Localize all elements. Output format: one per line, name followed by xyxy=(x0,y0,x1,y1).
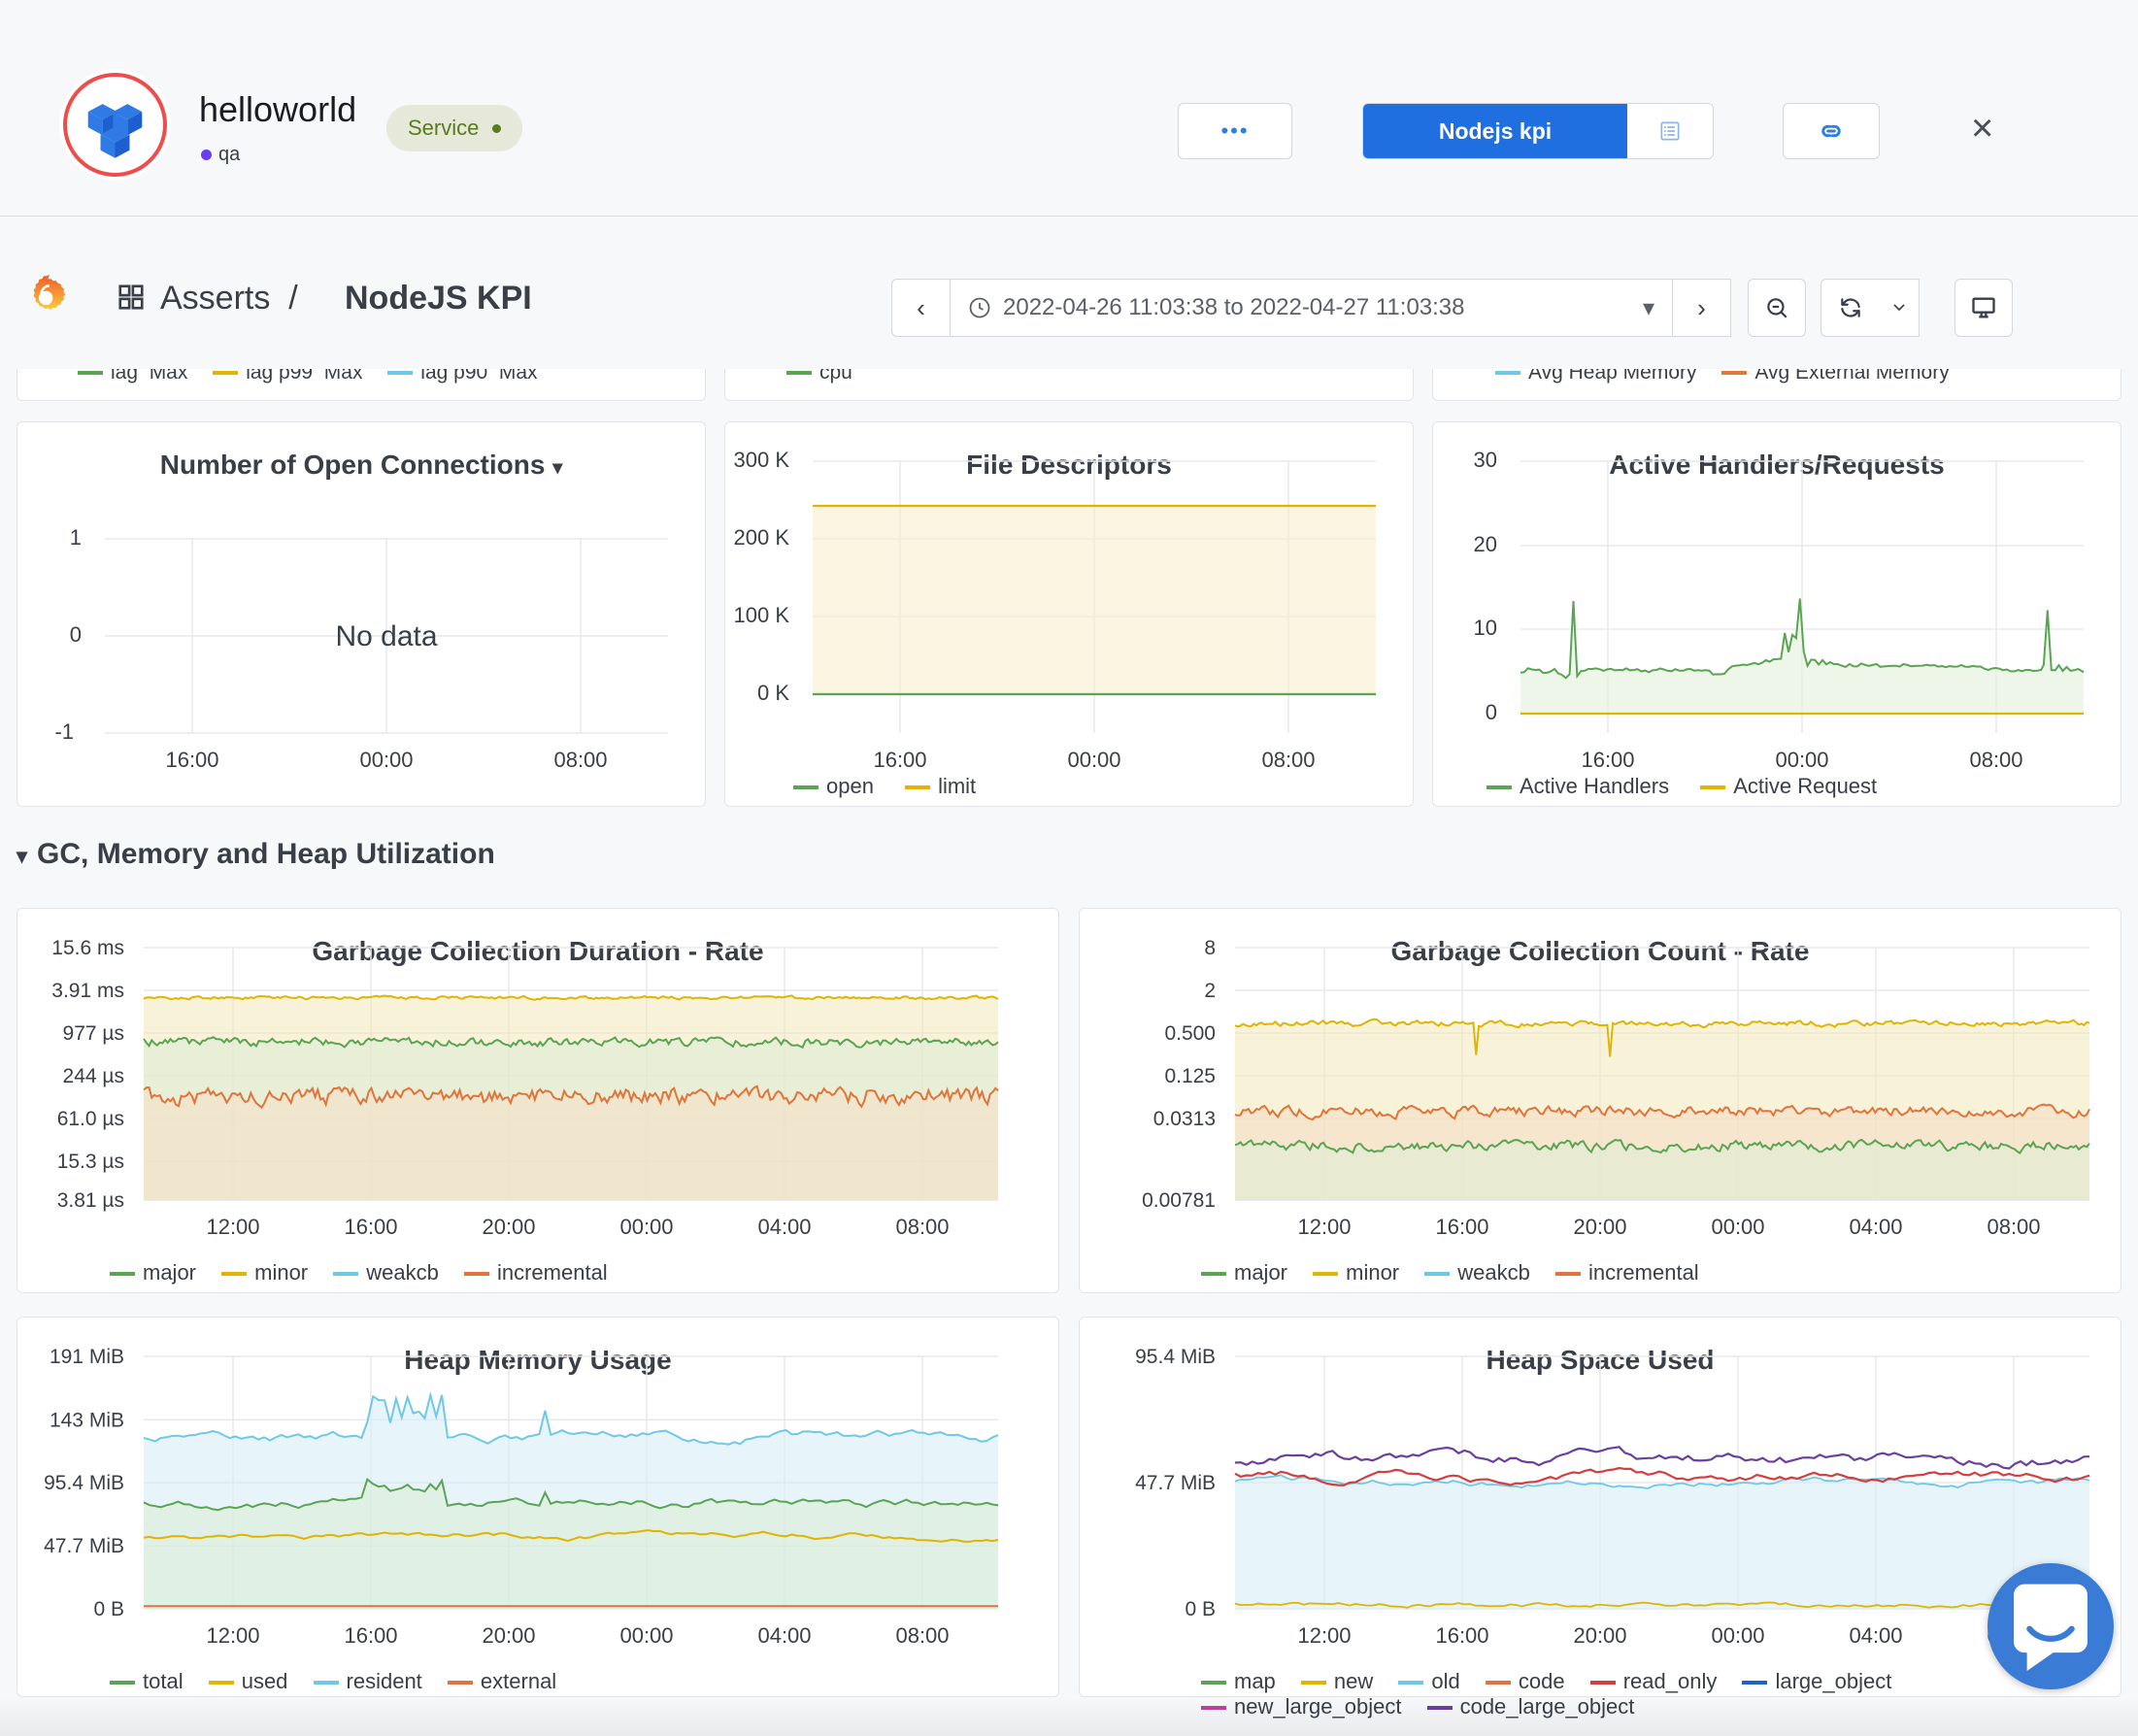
svg-text:00:00: 00:00 xyxy=(1775,748,1828,772)
svg-text:04:00: 04:00 xyxy=(1849,1623,1902,1648)
svg-text:300 K: 300 K xyxy=(734,448,790,472)
svg-text:16:00: 16:00 xyxy=(1435,1215,1488,1239)
svg-text:20:00: 20:00 xyxy=(482,1623,535,1648)
svg-text:08:00: 08:00 xyxy=(895,1623,949,1648)
svg-text:08:00: 08:00 xyxy=(1969,748,2022,772)
svg-text:04:00: 04:00 xyxy=(757,1623,811,1648)
svg-text:08:00: 08:00 xyxy=(1261,748,1315,772)
svg-text:0 B: 0 B xyxy=(1185,1598,1216,1620)
svg-text:1: 1 xyxy=(70,525,82,550)
svg-text:2: 2 xyxy=(1204,980,1216,1002)
svg-text:16:00: 16:00 xyxy=(1581,748,1634,772)
svg-text:00:00: 00:00 xyxy=(619,1215,673,1239)
svg-text:30: 30 xyxy=(1474,448,1497,472)
svg-text:00:00: 00:00 xyxy=(359,748,413,772)
svg-text:04:00: 04:00 xyxy=(1849,1215,1902,1239)
svg-text:3.91 ms: 3.91 ms xyxy=(51,980,124,1002)
svg-text:16:00: 16:00 xyxy=(344,1623,397,1648)
svg-text:No data: No data xyxy=(335,620,437,652)
svg-text:08:00: 08:00 xyxy=(1987,1215,2040,1239)
svg-text:47.7 MiB: 47.7 MiB xyxy=(44,1535,124,1557)
svg-text:00:00: 00:00 xyxy=(619,1623,673,1648)
svg-text:12:00: 12:00 xyxy=(1297,1623,1351,1648)
svg-text:10: 10 xyxy=(1474,616,1497,640)
svg-text:191 MiB: 191 MiB xyxy=(50,1346,124,1368)
svg-text:3.81 µs: 3.81 µs xyxy=(57,1189,124,1212)
svg-text:0: 0 xyxy=(70,622,82,647)
svg-text:16:00: 16:00 xyxy=(165,748,218,772)
svg-text:08:00: 08:00 xyxy=(895,1215,949,1239)
svg-text:200 K: 200 K xyxy=(734,525,790,550)
svg-text:143 MiB: 143 MiB xyxy=(50,1409,124,1431)
svg-text:0.0313: 0.0313 xyxy=(1153,1108,1216,1130)
svg-text:16:00: 16:00 xyxy=(344,1215,397,1239)
svg-text:0.125: 0.125 xyxy=(1164,1065,1216,1087)
svg-text:16:00: 16:00 xyxy=(1435,1623,1488,1648)
svg-text:20:00: 20:00 xyxy=(1573,1623,1626,1648)
svg-text:04:00: 04:00 xyxy=(757,1215,811,1239)
svg-text:15.6 ms: 15.6 ms xyxy=(51,937,124,959)
svg-text:95.4 MiB: 95.4 MiB xyxy=(1135,1346,1216,1368)
svg-text:0: 0 xyxy=(1486,700,1497,724)
svg-text:0.500: 0.500 xyxy=(1164,1022,1216,1045)
svg-text:20: 20 xyxy=(1474,532,1497,556)
svg-text:-1: -1 xyxy=(54,719,74,744)
svg-text:0 B: 0 B xyxy=(93,1598,124,1620)
svg-text:08:00: 08:00 xyxy=(553,748,607,772)
svg-text:977 µs: 977 µs xyxy=(63,1022,124,1045)
svg-text:20:00: 20:00 xyxy=(482,1215,535,1239)
svg-text:12:00: 12:00 xyxy=(1297,1215,1351,1239)
svg-text:00:00: 00:00 xyxy=(1711,1215,1764,1239)
svg-text:00:00: 00:00 xyxy=(1711,1623,1764,1648)
svg-text:20:00: 20:00 xyxy=(1573,1215,1626,1239)
svg-text:00:00: 00:00 xyxy=(1067,748,1120,772)
svg-text:0 K: 0 K xyxy=(757,681,789,705)
svg-text:47.7 MiB: 47.7 MiB xyxy=(1135,1472,1216,1494)
svg-text:95.4 MiB: 95.4 MiB xyxy=(44,1472,124,1494)
svg-text:61.0 µs: 61.0 µs xyxy=(57,1108,124,1130)
svg-text:12:00: 12:00 xyxy=(206,1215,259,1239)
svg-text:100 K: 100 K xyxy=(734,603,790,627)
svg-text:12:00: 12:00 xyxy=(206,1623,259,1648)
svg-text:0.00781: 0.00781 xyxy=(1142,1189,1216,1212)
svg-text:16:00: 16:00 xyxy=(873,748,926,772)
svg-text:8: 8 xyxy=(1204,937,1216,959)
svg-text:15.3 µs: 15.3 µs xyxy=(57,1151,124,1173)
svg-text:244 µs: 244 µs xyxy=(63,1065,124,1087)
